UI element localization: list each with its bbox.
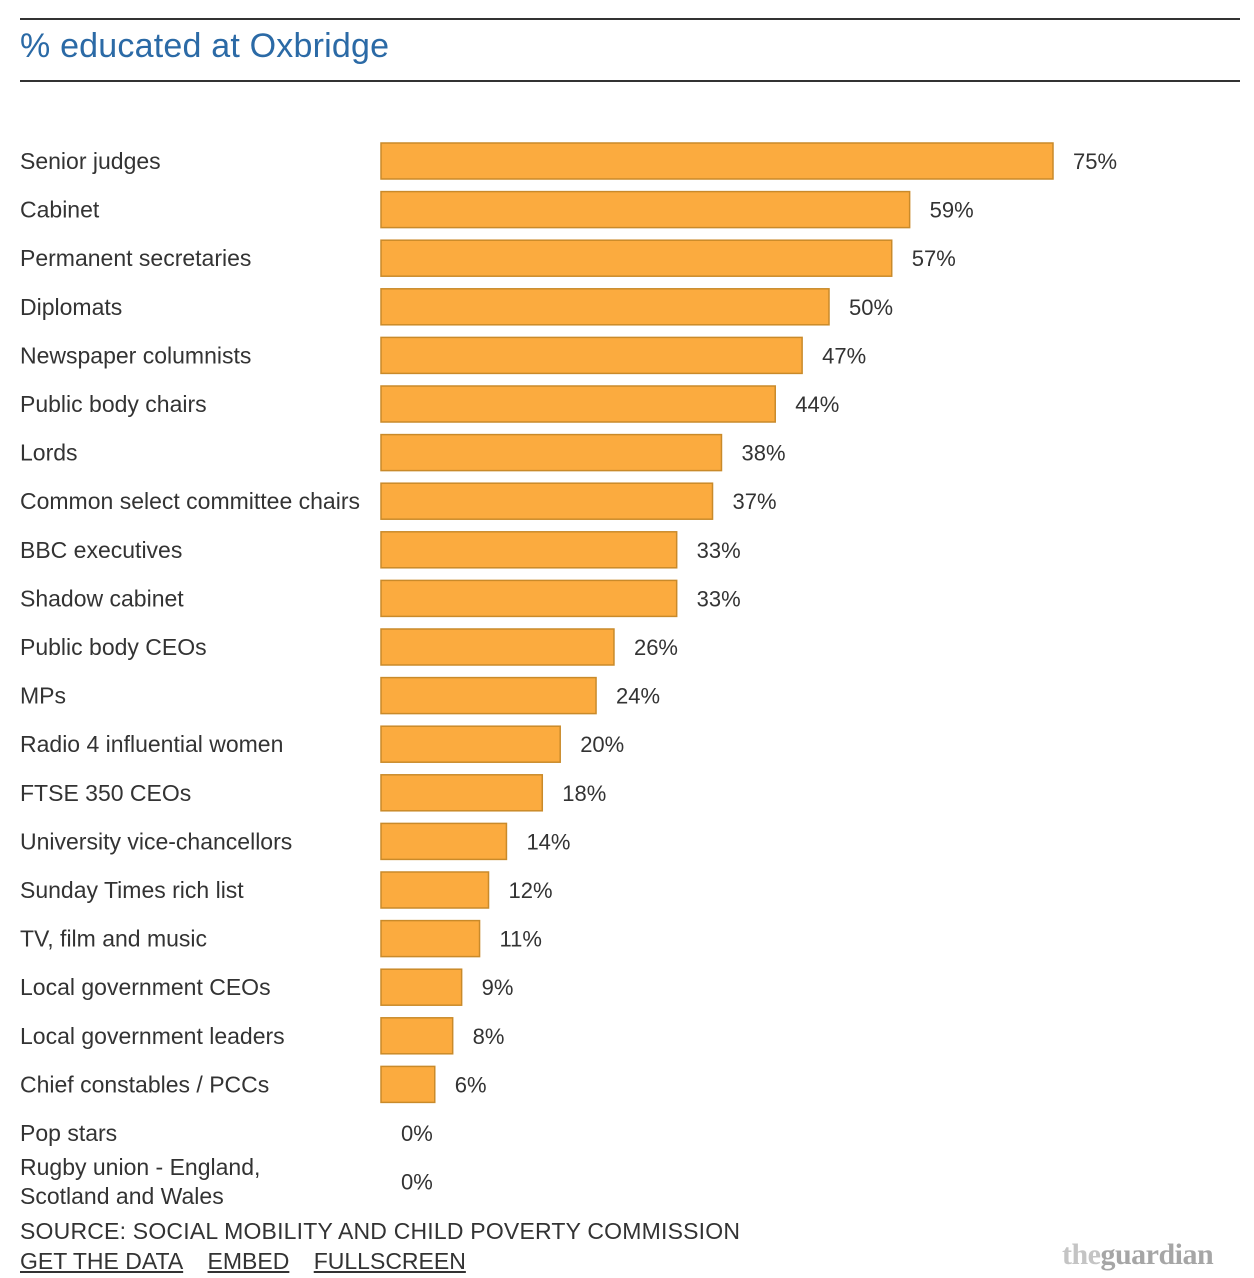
bar-lords (380, 433, 723, 472)
category-label-public-body-chairs: Public body chairs (20, 391, 207, 417)
bar-cabinet (380, 190, 911, 229)
bar-chart: Senior judges 75% Cabinet 59% Permanent secr… (20, 142, 1117, 1209)
value-label-permanent-secretaries: 57% (912, 246, 956, 271)
bar-public-body-chairs (380, 385, 776, 423)
value-label-local-government-ceos: 9% (482, 975, 514, 1000)
category-label-local-government-ceos: Local government CEOs (20, 974, 271, 1000)
value-label-ftse-350-ceos: 18% (562, 781, 606, 806)
value-label-sunday-times-rich-list: 12% (509, 878, 553, 903)
bar-university-vice-chancellors (380, 822, 508, 861)
value-label-newspaper-columnists: 47% (822, 343, 866, 368)
category-label-diplomats: Diplomats (20, 294, 122, 320)
source-note: SOURCE: SOCIAL MOBILITY AND CHILD POVERT… (20, 1218, 741, 1244)
value-label-bbc-executives: 33% (697, 538, 741, 563)
category-label-cabinet: Cabinet (20, 197, 100, 223)
category-label-shadow-cabinet: Shadow cabinet (20, 585, 184, 611)
bar-newspaper-columnists (380, 336, 803, 375)
category-label-public-body-ceos: Public body CEOs (20, 634, 207, 660)
top-rule (20, 18, 1240, 20)
value-label-public-body-chairs: 44% (795, 392, 839, 417)
value-label-rugby-union-england-scotland-and-wales: 0% (401, 1170, 433, 1195)
category-label-university-vice-chancellors: University vice-chancellors (20, 828, 292, 854)
value-label-mps: 24% (616, 684, 660, 709)
value-label-diplomats: 50% (849, 295, 893, 320)
value-label-radio-4-influential-women: 20% (580, 732, 624, 757)
bar-mps (380, 676, 597, 715)
bar-senior-judges (380, 142, 1054, 180)
get-the-data-link[interactable]: GET THE DATA (20, 1248, 184, 1274)
bar-ftse-350-ceos (380, 774, 544, 812)
logo-guardian: guardian (1100, 1238, 1214, 1271)
bar-sunday-times-rich-list (380, 871, 490, 909)
bar-local-government-ceos (380, 968, 463, 1006)
bar-local-government-leaders (380, 1017, 454, 1055)
value-label-pop-stars: 0% (401, 1121, 433, 1146)
value-label-public-body-ceos: 26% (634, 635, 678, 660)
bar-permanent-secretaries (380, 239, 893, 277)
value-label-university-vice-chancellors: 14% (526, 829, 570, 854)
bar-radio-4-influential-women (380, 725, 561, 763)
category-label-sunday-times-rich-list: Sunday Times rich list (20, 877, 244, 903)
footer-links: GET THE DATA EMBED FULLSCREEN (20, 1248, 484, 1275)
logo-the: the (1062, 1238, 1101, 1271)
value-label-shadow-cabinet: 33% (697, 586, 741, 611)
value-label-local-government-leaders: 8% (473, 1024, 505, 1049)
bar-public-body-ceos (380, 628, 615, 666)
category-label-chief-constables-pccs: Chief constables / PCCs (20, 1071, 269, 1097)
category-label-bbc-executives: BBC executives (20, 537, 182, 563)
fullscreen-link[interactable]: FULLSCREEN (313, 1248, 466, 1274)
category-label-rugby-union-england-scotland-and-wales: Rugby union - England, Scotland and Wales (20, 1154, 260, 1209)
category-label-pop-stars: Pop stars (20, 1120, 117, 1146)
category-label-ftse-350-ceos: FTSE 350 CEOs (20, 780, 191, 806)
category-label-senior-judges: Senior judges (20, 148, 161, 174)
chart-title: % educated at Oxbridge (20, 27, 390, 65)
category-label-permanent-secretaries: Permanent secretaries (20, 245, 251, 271)
value-label-tv-film-and-music: 11% (500, 927, 542, 952)
value-label-cabinet: 59% (930, 198, 974, 223)
bar-common-select-committee-chairs (380, 482, 714, 520)
bar-chief-constables-pccs (380, 1065, 436, 1104)
category-label-newspaper-columnists: Newspaper columnists (20, 342, 251, 368)
value-label-senior-judges: 75% (1073, 149, 1117, 174)
bar-diplomats (380, 288, 830, 326)
category-label-common-select-committee-chairs: Common select committee chairs (20, 488, 360, 514)
bar-tv-film-and-music (380, 919, 481, 958)
category-label-tv-film-and-music: TV, film and music (20, 926, 207, 952)
embed-link[interactable]: EMBED (207, 1248, 290, 1274)
bar-bbc-executives (380, 531, 678, 569)
category-label-lords: Lords (20, 440, 78, 466)
category-label-radio-4-influential-women: Radio 4 influential women (20, 731, 283, 757)
value-label-chief-constables-pccs: 6% (455, 1072, 487, 1097)
value-label-lords: 38% (741, 441, 785, 466)
value-label-common-select-committee-chairs: 37% (733, 489, 777, 514)
bar-shadow-cabinet (380, 579, 678, 618)
guardian-logo: theguardian (1062, 1238, 1214, 1272)
title-rule (20, 80, 1240, 82)
category-label-mps: MPs (20, 683, 66, 709)
category-label-local-government-leaders: Local government leaders (20, 1023, 285, 1049)
